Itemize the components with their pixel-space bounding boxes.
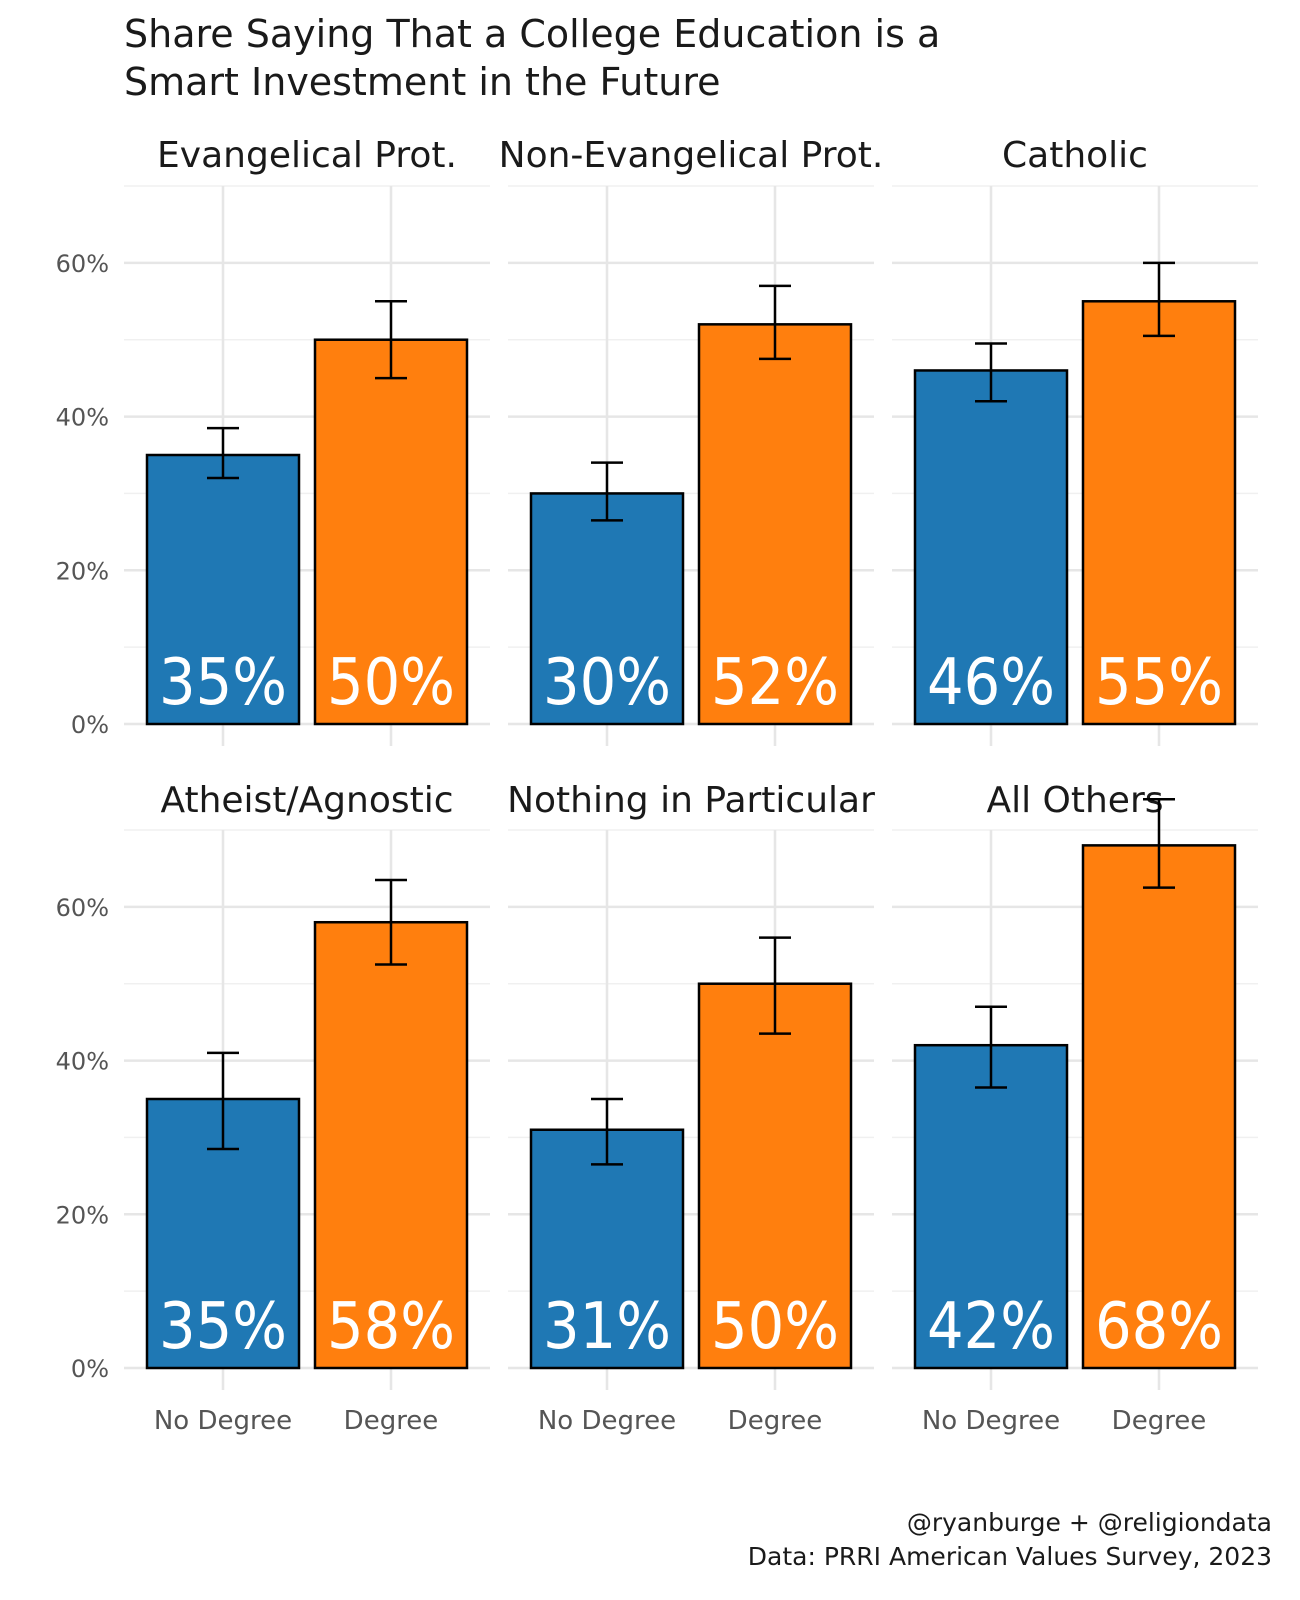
bar-value-label: 50%: [327, 646, 455, 720]
y-tick-label: 40%: [56, 404, 109, 432]
chart-caption: @ryanburge + @religiondata Data: PRRI Am…: [748, 1506, 1272, 1574]
chart-title: Share Saying That a College Education is…: [124, 10, 1024, 106]
bar: [1081, 300, 1237, 726]
caption-source: Data: PRRI American Values Survey, 2023: [747, 1542, 1272, 1571]
caption-handles: @ryanburge + @religiondata: [906, 1508, 1272, 1537]
facet-title: Atheist/Agnostic: [160, 780, 453, 821]
bar: [697, 982, 853, 1370]
bar-value-label: 52%: [711, 646, 839, 720]
bar-value-label: 30%: [543, 646, 671, 720]
x-tick-label: No Degree: [154, 1406, 292, 1436]
facet-title: Catholic: [1002, 135, 1148, 176]
bar: [313, 338, 469, 726]
bar: [145, 453, 301, 726]
facet-panel: Evangelical Prot. 0% 20% 40% 60% 35% 50%: [56, 135, 490, 746]
facet-panel: Nothing in Particular 31% 50% No Degree Degr…: [507, 780, 875, 1436]
bar-value-label: 55%: [1095, 646, 1223, 720]
bar-value-label: 42%: [927, 1290, 1055, 1364]
bar: [913, 369, 1069, 726]
facet-panel: All Others 42% 68% No Degree Degree: [892, 780, 1258, 1436]
bar-value-label: 35%: [159, 646, 287, 720]
bar-value-label: 68%: [1095, 1290, 1223, 1364]
bar: [697, 323, 853, 726]
bar: [1081, 844, 1237, 1370]
bar-value-label: 31%: [543, 1290, 671, 1364]
bar-value-label: 50%: [711, 1290, 839, 1364]
bar: [913, 1043, 1069, 1370]
facet-panel: Non-Evangelical Prot. 30% 52%: [499, 135, 884, 746]
y-tick-label: 0%: [71, 711, 109, 739]
facet-title: Nothing in Particular: [507, 780, 875, 821]
y-tick-label: 40%: [56, 1048, 109, 1076]
bar-value-label: 58%: [327, 1290, 455, 1364]
y-tick-label: 0%: [71, 1355, 109, 1383]
facet-title: All Others: [986, 780, 1163, 821]
y-tick-label: 20%: [56, 557, 109, 585]
y-tick-label: 60%: [56, 894, 109, 922]
y-tick-label: 20%: [56, 1201, 109, 1229]
y-tick-label: 60%: [56, 250, 109, 278]
x-tick-label: No Degree: [922, 1406, 1060, 1436]
chart-title-line-1: Share Saying That a College Education is…: [124, 12, 941, 56]
x-tick-label: No Degree: [538, 1406, 676, 1436]
bar: [529, 492, 685, 726]
facet-panel: Atheist/Agnostic 0% 20% 40% 60% 35% 58% No Degr…: [56, 780, 490, 1436]
bar: [529, 1128, 685, 1370]
facet-panel: Catholic 46% 55%: [892, 135, 1258, 746]
chart-title-line-2: Smart Investment in the Future: [124, 60, 721, 104]
bar-value-label: 35%: [159, 1290, 287, 1364]
facet-title: Evangelical Prot.: [157, 135, 457, 176]
x-tick-label: Degree: [344, 1406, 439, 1436]
bar-value-label: 46%: [927, 646, 1055, 720]
bar: [313, 920, 469, 1370]
x-tick-label: Degree: [728, 1406, 823, 1436]
x-tick-label: Degree: [1112, 1406, 1207, 1436]
facet-title: Non-Evangelical Prot.: [499, 135, 884, 176]
